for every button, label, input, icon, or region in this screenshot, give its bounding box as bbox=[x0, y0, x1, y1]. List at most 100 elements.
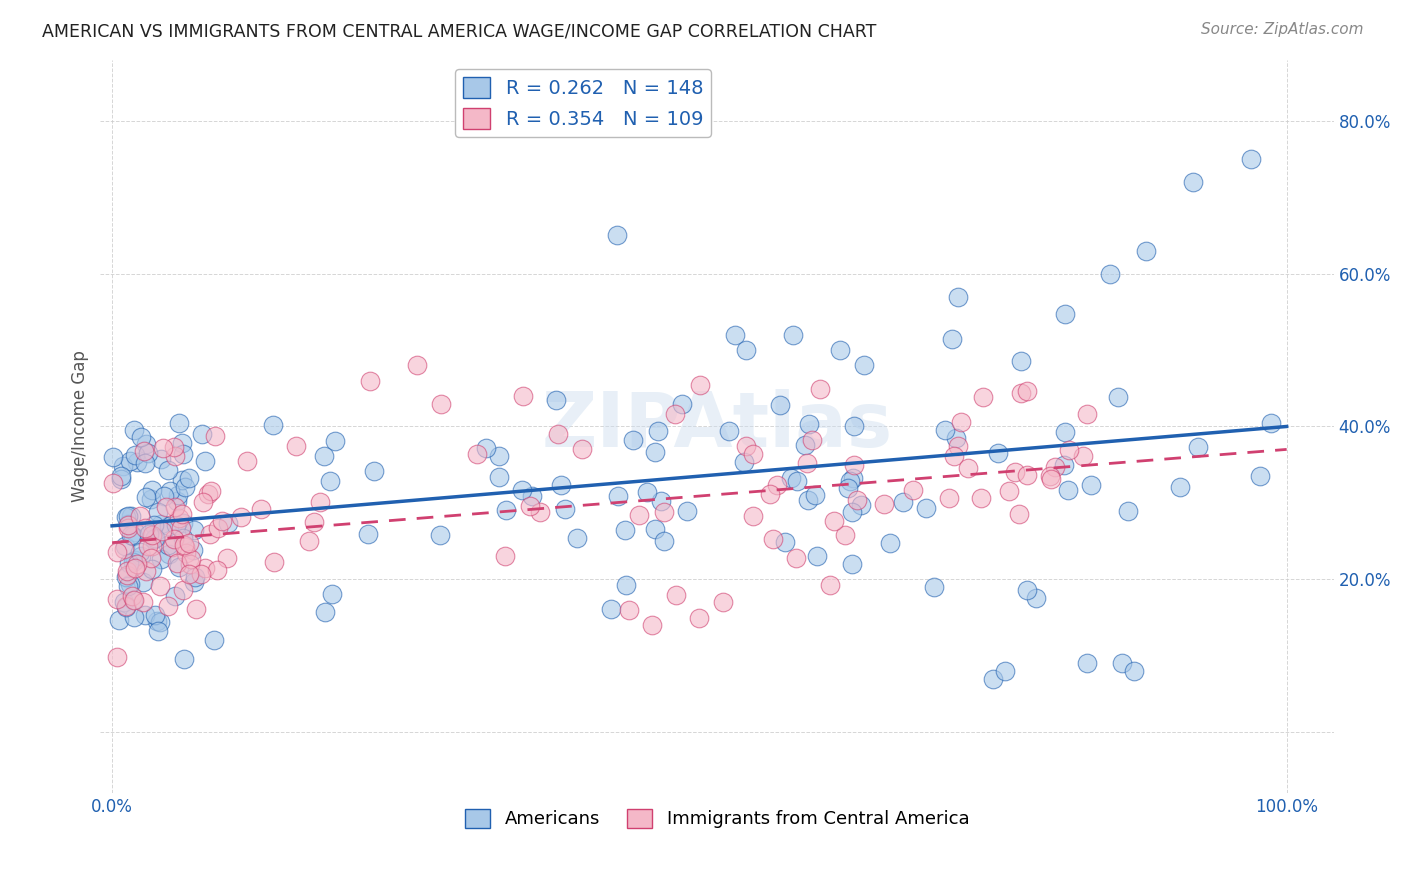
Point bbox=[117, 509, 139, 524]
Point bbox=[177, 566, 200, 581]
Point bbox=[166, 518, 188, 533]
Text: AMERICAN VS IMMIGRANTS FROM CENTRAL AMERICA WAGE/INCOME GAP CORRELATION CHART: AMERICAN VS IMMIGRANTS FROM CENTRAL AMER… bbox=[42, 22, 876, 40]
Point bbox=[321, 587, 343, 601]
Point bbox=[550, 478, 572, 492]
Point bbox=[839, 474, 862, 488]
Point bbox=[1053, 425, 1076, 439]
Point bbox=[945, 432, 967, 446]
Point bbox=[101, 475, 124, 490]
Point bbox=[173, 652, 195, 666]
Point bbox=[1111, 657, 1133, 671]
Point bbox=[141, 562, 163, 576]
Point bbox=[190, 566, 212, 581]
Point bbox=[143, 533, 166, 547]
Point bbox=[465, 447, 488, 461]
Point bbox=[135, 564, 157, 578]
Point bbox=[150, 524, 173, 538]
Point bbox=[149, 615, 172, 629]
Point bbox=[134, 456, 156, 470]
Point bbox=[641, 618, 664, 632]
Point bbox=[143, 517, 166, 532]
Point bbox=[146, 505, 169, 519]
Point bbox=[1080, 478, 1102, 492]
Point bbox=[183, 570, 205, 584]
Point bbox=[796, 456, 818, 470]
Point bbox=[801, 433, 824, 447]
Point bbox=[614, 578, 637, 592]
Point bbox=[1240, 152, 1263, 166]
Point bbox=[1025, 591, 1047, 605]
Point bbox=[132, 595, 155, 609]
Point bbox=[145, 607, 167, 622]
Point bbox=[174, 546, 197, 560]
Point bbox=[318, 474, 340, 488]
Point bbox=[1076, 657, 1098, 671]
Point bbox=[488, 449, 510, 463]
Point bbox=[166, 494, 188, 508]
Point bbox=[167, 559, 190, 574]
Point bbox=[841, 557, 863, 571]
Point bbox=[761, 532, 783, 546]
Point bbox=[1053, 307, 1076, 321]
Point bbox=[157, 548, 180, 562]
Point bbox=[132, 574, 155, 589]
Point bbox=[173, 537, 195, 551]
Point bbox=[153, 489, 176, 503]
Point bbox=[1039, 468, 1062, 483]
Point bbox=[834, 528, 856, 542]
Point bbox=[785, 551, 807, 566]
Point bbox=[207, 521, 229, 535]
Point bbox=[1059, 443, 1081, 458]
Point bbox=[957, 461, 980, 475]
Point bbox=[823, 514, 845, 528]
Point bbox=[970, 491, 993, 505]
Point bbox=[941, 332, 963, 346]
Point bbox=[915, 501, 938, 516]
Point bbox=[981, 672, 1004, 686]
Point bbox=[742, 508, 765, 523]
Point bbox=[229, 510, 252, 524]
Point bbox=[1017, 467, 1039, 482]
Point bbox=[174, 480, 197, 494]
Point bbox=[184, 601, 207, 615]
Point bbox=[135, 437, 157, 451]
Point bbox=[554, 501, 576, 516]
Point bbox=[120, 509, 142, 524]
Point bbox=[125, 454, 148, 468]
Point bbox=[950, 415, 973, 429]
Point bbox=[794, 438, 817, 452]
Point bbox=[155, 500, 177, 514]
Point bbox=[207, 563, 229, 577]
Point bbox=[141, 483, 163, 498]
Point bbox=[170, 507, 193, 521]
Point bbox=[108, 613, 131, 627]
Point bbox=[183, 575, 205, 590]
Point bbox=[122, 592, 145, 607]
Point bbox=[172, 447, 194, 461]
Point bbox=[734, 439, 756, 453]
Point bbox=[614, 523, 637, 537]
Point bbox=[150, 552, 173, 566]
Point bbox=[475, 442, 498, 456]
Point bbox=[1099, 267, 1122, 281]
Point bbox=[1010, 385, 1032, 400]
Point bbox=[122, 423, 145, 437]
Point bbox=[197, 487, 219, 501]
Point bbox=[143, 531, 166, 545]
Point bbox=[157, 519, 180, 533]
Point bbox=[152, 441, 174, 455]
Point bbox=[879, 536, 901, 550]
Point bbox=[841, 505, 863, 519]
Point bbox=[665, 588, 688, 602]
Point bbox=[529, 505, 551, 519]
Point bbox=[494, 549, 516, 563]
Point bbox=[621, 434, 644, 448]
Point bbox=[636, 485, 658, 500]
Point bbox=[360, 374, 382, 388]
Point bbox=[114, 600, 136, 615]
Point bbox=[124, 524, 146, 539]
Point bbox=[948, 439, 970, 453]
Text: ZIPAtlas: ZIPAtlas bbox=[541, 390, 893, 464]
Point bbox=[138, 446, 160, 460]
Point bbox=[1057, 483, 1080, 497]
